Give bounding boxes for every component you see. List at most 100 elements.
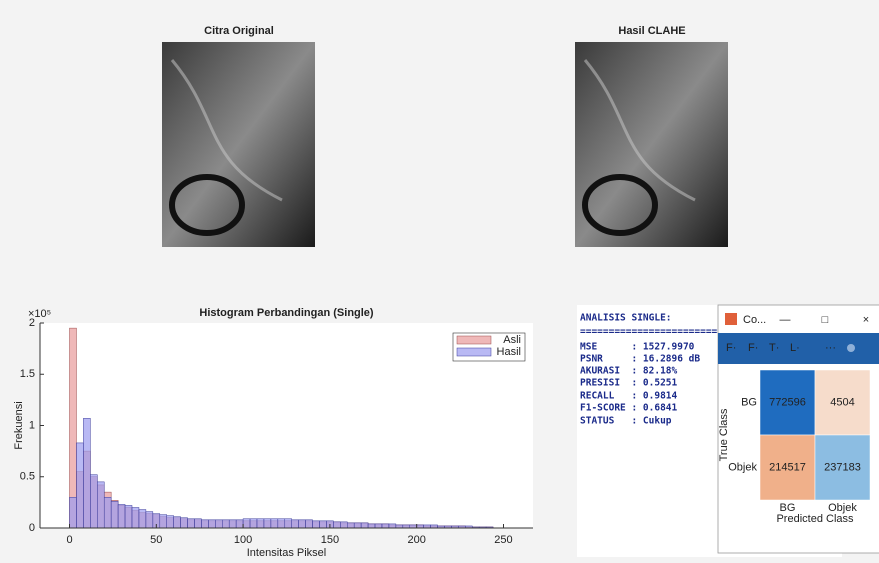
hist-bar — [284, 518, 292, 529]
y-axis-label: Frekuensi — [13, 401, 25, 449]
legend-swatch — [456, 335, 492, 345]
x-tick-label: 250 — [494, 534, 512, 546]
hist-bar — [110, 501, 119, 529]
image-detail — [169, 174, 245, 236]
plot-area — [40, 323, 533, 528]
toolbar-button[interactable]: ··· — [825, 342, 836, 354]
hist-bar — [242, 518, 251, 529]
legend-swatch — [456, 347, 492, 357]
hist-bar — [374, 523, 383, 529]
image-title: Hasil CLAHE — [618, 25, 685, 37]
matrix-value: 237183 — [824, 461, 861, 473]
toolbar-button[interactable]: L· — [790, 342, 800, 354]
window-control[interactable]: — — [780, 314, 791, 326]
image-detail — [170, 59, 283, 202]
hist-bar — [388, 523, 397, 529]
hist-bar — [367, 523, 376, 529]
toolbar-button[interactable]: T· — [769, 342, 779, 354]
analysis-line: RECALL : 0.9814 — [580, 391, 678, 402]
hist-bar — [103, 497, 112, 529]
window-control[interactable]: □ — [822, 314, 829, 326]
x-label: Predicted Class — [776, 513, 854, 525]
window-title: Co... — [743, 314, 766, 326]
hist-bar — [228, 519, 237, 529]
x-tick-label: 50 — [150, 534, 162, 546]
hist-bar — [124, 505, 133, 529]
hist-bar — [312, 520, 320, 529]
hist-bar — [194, 518, 202, 529]
image-detail — [583, 59, 696, 202]
y-label: True Class — [718, 408, 730, 461]
y-tick-label: 2 — [29, 317, 35, 329]
hist-bar — [291, 519, 299, 529]
hist-bar — [360, 522, 369, 529]
row-label: Objek — [728, 461, 757, 473]
analysis-line: PSNR : 16.2896 dB — [580, 354, 700, 365]
y-tick-label: 1 — [29, 419, 35, 431]
analysis-line: ============================= — [580, 327, 746, 338]
matrix-cell — [814, 369, 871, 436]
hist-bar — [333, 521, 341, 529]
hist-bar — [131, 507, 140, 529]
hist-bar — [97, 481, 105, 529]
hist-bar — [166, 515, 174, 529]
hist-bar — [381, 523, 390, 529]
toolbar-button[interactable]: F· — [748, 342, 758, 354]
window-control[interactable]: × — [863, 314, 869, 326]
hist-bar — [173, 516, 181, 529]
hist-bar — [319, 520, 327, 529]
hist-bar — [201, 519, 209, 529]
hist-bar — [159, 514, 167, 529]
x-tick-label: 100 — [234, 534, 252, 546]
image-detail — [582, 174, 658, 236]
hist-bar — [222, 519, 230, 529]
legend-label: Hasil — [497, 346, 521, 358]
toolbar-icon — [847, 344, 855, 352]
analysis-line: ANALISIS SINGLE: — [580, 313, 672, 324]
hist-bar — [180, 517, 188, 529]
toolbar-button[interactable]: F· — [726, 342, 736, 354]
x-tick-label: 200 — [408, 534, 426, 546]
hist-bar — [340, 521, 348, 529]
col-label: BG — [780, 502, 796, 514]
analysis-line: STATUS : Cukup — [580, 416, 672, 427]
hist-bar — [145, 511, 154, 529]
matrix-value: 214517 — [769, 461, 806, 473]
hist-bar — [277, 518, 286, 529]
hist-bar — [305, 519, 313, 529]
hist-bar — [249, 518, 258, 529]
hist-bar — [90, 474, 98, 529]
matrix-cell — [759, 434, 816, 501]
hist-bar — [270, 518, 279, 529]
matrix-cell — [814, 434, 871, 501]
hist-bar — [138, 509, 147, 529]
chart-title: Histogram Perbandingan (Single) — [199, 307, 374, 319]
x-tick-label: 0 — [66, 534, 72, 546]
matrix-value: 772596 — [769, 396, 806, 408]
row-label: BG — [741, 396, 757, 408]
y-tick-label: 0 — [29, 522, 35, 534]
hist-bar — [298, 519, 306, 529]
hist-bar — [187, 518, 195, 529]
analysis-line: MSE : 1527.9970 — [580, 342, 695, 353]
col-label: Objek — [828, 502, 857, 514]
hist-bar — [117, 504, 126, 529]
y-exponent: ×10⁵ — [28, 308, 51, 320]
hist-bar — [235, 519, 244, 529]
hist-bar — [69, 497, 77, 529]
analysis-line: F1-SCORE : 0.6841 — [580, 403, 678, 414]
window-icon — [725, 313, 737, 325]
hist-bar — [263, 518, 272, 529]
hist-bar — [256, 518, 265, 529]
y-tick-label: 0.5 — [20, 471, 35, 483]
matrix-value: 4504 — [830, 396, 854, 408]
matrix-cell — [759, 369, 816, 436]
x-axis-label: Intensitas Piksel — [247, 547, 326, 559]
hist-bar — [76, 442, 84, 529]
hist-bar — [208, 519, 216, 529]
x-tick-label: 150 — [321, 534, 339, 546]
hist-bar — [215, 519, 223, 529]
analysis-line: PRESISI : 0.5251 — [580, 378, 678, 389]
